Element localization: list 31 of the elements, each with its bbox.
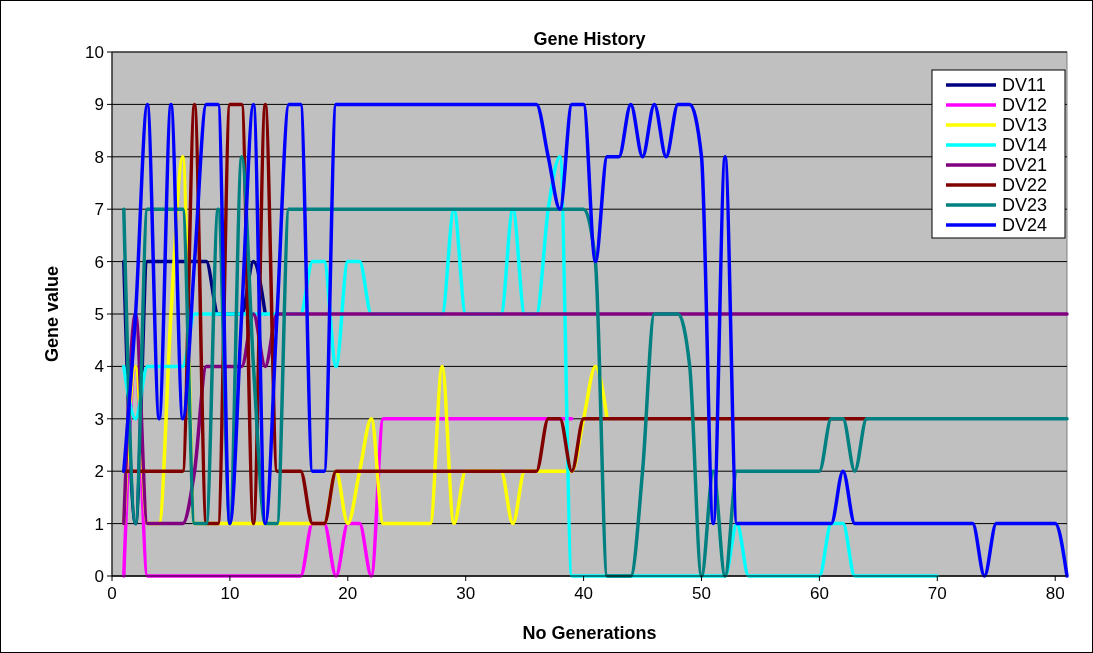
legend-label: DV23	[1002, 195, 1048, 216]
y-tick-label: 10	[85, 42, 104, 62]
y-axis-title: Gene value	[42, 265, 62, 363]
y-tick-label: 1	[94, 514, 104, 534]
y-tick-label: 0	[94, 566, 104, 586]
chart-title: Gene History	[533, 29, 646, 49]
y-tick-label: 8	[94, 147, 104, 167]
x-tick-label: 40	[574, 584, 594, 603]
x-tick-label: 20	[338, 584, 358, 603]
y-tick-label: 2	[94, 462, 104, 482]
x-axis-title: No Generations	[522, 623, 657, 643]
legend-label: DV14	[1002, 135, 1048, 156]
legend-label: DV11	[1002, 75, 1046, 96]
x-tick-label: 70	[927, 584, 947, 603]
x-tick-label: 30	[456, 584, 476, 603]
x-tick-label: 80	[1045, 584, 1065, 603]
legend-label: DV24	[1002, 215, 1048, 236]
x-tick-label: 60	[809, 584, 829, 603]
y-tick-label: 5	[94, 304, 104, 324]
y-tick-label: 9	[94, 95, 104, 115]
y-tick-label: 6	[94, 252, 104, 272]
x-tick-label: 10	[220, 584, 240, 603]
legend-label: DV12	[1002, 95, 1048, 116]
y-tick-label: 7	[94, 200, 104, 220]
y-tick-label: 4	[94, 357, 104, 377]
legend-label: DV21	[1002, 155, 1048, 176]
x-tick-label: 0	[107, 584, 117, 603]
x-tick-label: 50	[692, 584, 711, 603]
legend-label: DV13	[1002, 115, 1048, 136]
y-tick-label: 3	[94, 409, 104, 429]
legend-label: DV22	[1002, 175, 1048, 196]
